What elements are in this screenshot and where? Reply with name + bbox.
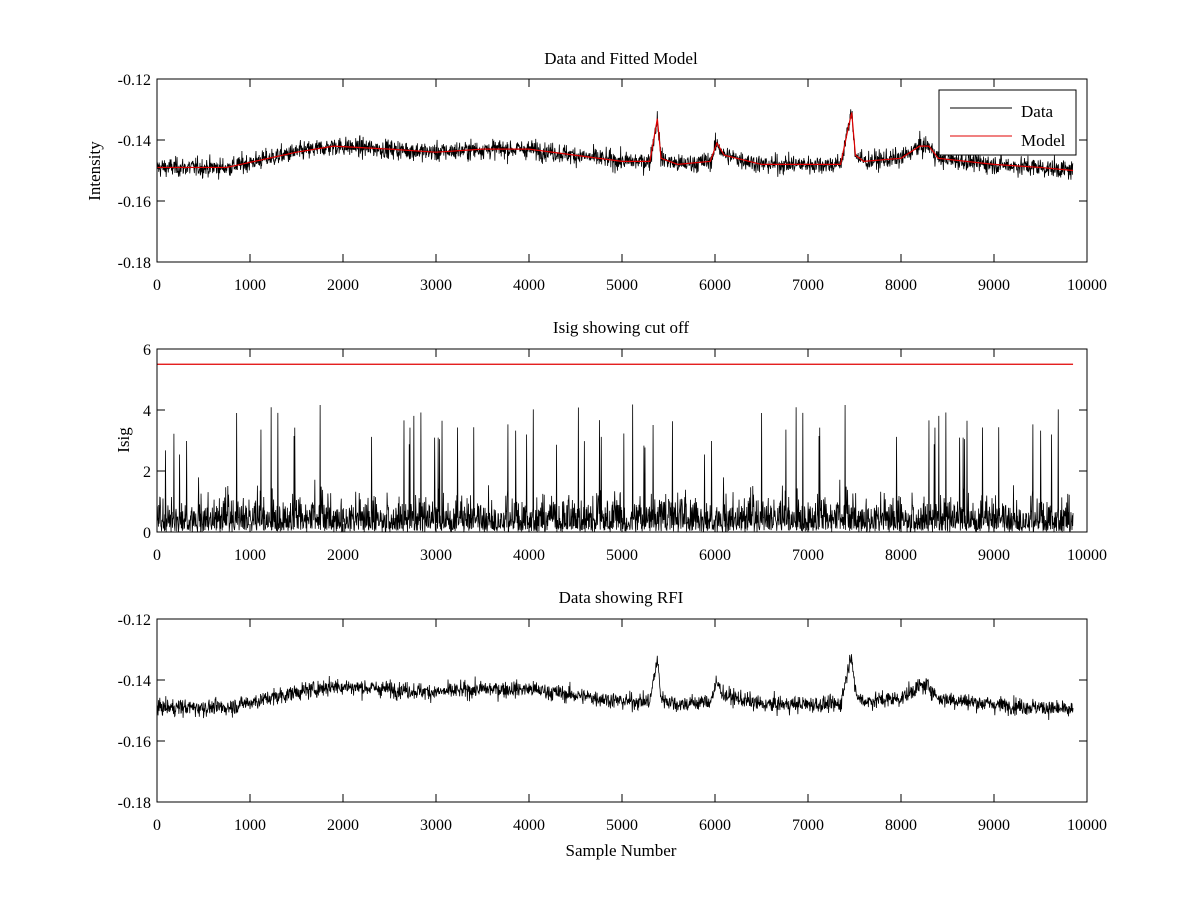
x-tick-label: 10000 bbox=[1067, 817, 1107, 834]
x-tick-label: 1000 bbox=[234, 277, 266, 294]
x-tick-label: 3000 bbox=[420, 277, 452, 294]
legend-label-data: Data bbox=[1021, 102, 1054, 121]
y-axis-label: Isig bbox=[114, 427, 133, 453]
legend-label-model: Model bbox=[1021, 131, 1066, 150]
x-tick-label: 0 bbox=[153, 817, 161, 834]
y-tick-label: 2 bbox=[143, 464, 151, 481]
y-tick-label: 6 bbox=[143, 342, 151, 359]
data-series-line bbox=[156, 109, 1074, 180]
x-tick-label: 7000 bbox=[792, 547, 824, 564]
x-tick-label: 8000 bbox=[885, 277, 917, 294]
y-tick-label: -0.14 bbox=[118, 133, 151, 150]
x-tick-label: 4000 bbox=[513, 547, 545, 564]
x-tick-label: 6000 bbox=[699, 547, 731, 564]
model-series-line bbox=[157, 112, 1074, 172]
x-tick-label: 0 bbox=[153, 277, 161, 294]
plot-lines bbox=[156, 109, 1074, 180]
x-tick-label: 7000 bbox=[792, 277, 824, 294]
x-tick-label: 9000 bbox=[978, 277, 1010, 294]
y-tick-label: -0.12 bbox=[118, 72, 151, 89]
x-tick-label: 2000 bbox=[327, 817, 359, 834]
signal-series-line bbox=[156, 404, 1074, 533]
x-tick-label: 5000 bbox=[606, 277, 638, 294]
x-tick-label: 10000 bbox=[1067, 277, 1107, 294]
y-tick-label: -0.18 bbox=[118, 795, 151, 812]
x-tick-label: 1000 bbox=[234, 547, 266, 564]
plot-lines bbox=[156, 363, 1074, 533]
axis-ticks: 0 1000 2000 3000 4000 5000 6000 7000 8000 9000 100… bbox=[118, 72, 1107, 294]
x-tick-label: 2000 bbox=[327, 547, 359, 564]
x-tick-label: 7000 bbox=[792, 817, 824, 834]
y-tick-label: -0.18 bbox=[118, 255, 151, 272]
x-tick-label: 10000 bbox=[1067, 547, 1107, 564]
y-tick-label: -0.16 bbox=[118, 734, 151, 751]
x-tick-label: 8000 bbox=[885, 547, 917, 564]
x-tick-label: 8000 bbox=[885, 817, 917, 834]
y-tick-label: -0.12 bbox=[118, 612, 151, 629]
x-tick-label: 5000 bbox=[606, 817, 638, 834]
y-tick-label: -0.16 bbox=[118, 194, 151, 211]
y-tick-label: -0.14 bbox=[118, 673, 151, 690]
chart-title: Isig showing cut off bbox=[553, 318, 689, 337]
axis-ticks: 0 1000 2000 3000 4000 5000 6000 7000 8000 9000 100… bbox=[118, 612, 1107, 834]
x-tick-label: 9000 bbox=[978, 547, 1010, 564]
legend: Data Model bbox=[938, 89, 1077, 156]
y-tick-label: 4 bbox=[143, 403, 151, 420]
legend-box bbox=[938, 89, 1077, 156]
x-tick-label: 3000 bbox=[420, 547, 452, 564]
x-tick-label: 5000 bbox=[606, 547, 638, 564]
y-tick-label: 0 bbox=[143, 525, 151, 542]
panel-isig-cut-off: Isig showing cut off 0 1000 2000 3000 4000 50… bbox=[114, 318, 1107, 564]
chart-title: Data and Fitted Model bbox=[544, 49, 698, 68]
x-tick-label: 1000 bbox=[234, 817, 266, 834]
x-tick-label: 2000 bbox=[327, 277, 359, 294]
x-tick-label: 3000 bbox=[420, 817, 452, 834]
x-tick-label: 4000 bbox=[513, 277, 545, 294]
x-tick-label: 9000 bbox=[978, 817, 1010, 834]
panel-data-fitted-model: Data and Fitted Model 0 1000 2000 3000 4000 5… bbox=[85, 49, 1107, 294]
x-tick-label: 6000 bbox=[699, 817, 731, 834]
y-axis-label: Intensity bbox=[85, 141, 104, 201]
x-tick-label: 6000 bbox=[699, 277, 731, 294]
signal-series-line bbox=[156, 654, 1074, 721]
x-tick-label: 4000 bbox=[513, 817, 545, 834]
panel-data-showing-rfi: Data showing RFI 0 1000 2000 3000 4000 5000 60… bbox=[118, 588, 1107, 860]
x-axis-label: Sample Number bbox=[566, 841, 677, 860]
chart-title: Data showing RFI bbox=[559, 588, 684, 607]
x-tick-label: 0 bbox=[153, 547, 161, 564]
plot-lines bbox=[156, 654, 1074, 721]
axis-ticks: 0 1000 2000 3000 4000 5000 6000 7000 8000 9000 100… bbox=[143, 342, 1107, 564]
